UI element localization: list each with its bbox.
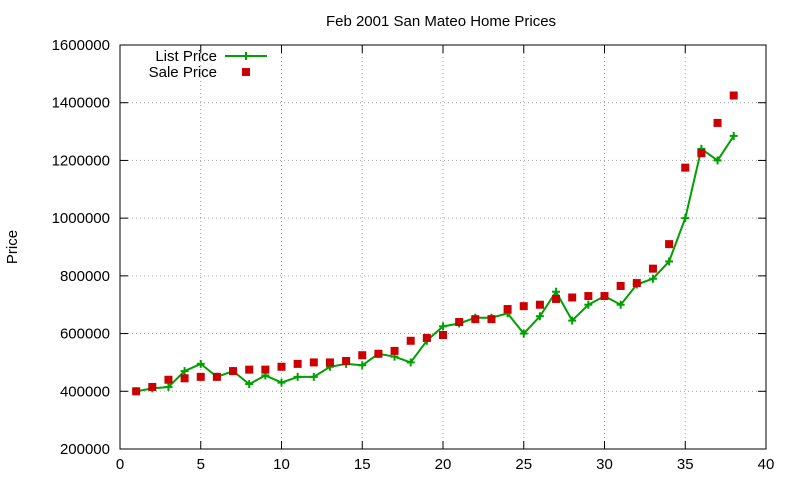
legend: List Price Sale Price <box>149 48 267 81</box>
list-price-point <box>665 257 674 266</box>
sale-price-point <box>245 365 254 374</box>
y-tick-label: 600000 <box>60 326 110 343</box>
sale-price-point <box>261 365 270 374</box>
y-axis-ticks: 200000 400000 600000 800000 1000000 1200000 14… <box>52 37 766 458</box>
x-tick-label: 35 <box>677 456 694 473</box>
sale-price-point <box>148 382 157 391</box>
sale-price-point <box>212 372 221 381</box>
sale-price-point <box>132 387 141 396</box>
y-axis-label: Price <box>4 230 21 264</box>
sale-price-point <box>713 118 722 127</box>
sale-price-point <box>552 294 561 303</box>
legend-label-list-price: List Price <box>155 48 217 65</box>
plot-area <box>132 91 738 396</box>
list-price-point <box>439 322 447 331</box>
sale-price-point <box>277 362 286 371</box>
sale-price-point <box>358 351 367 360</box>
sale-price-point <box>196 372 205 381</box>
sale-price-point <box>519 302 528 311</box>
sale-price-point <box>374 349 383 358</box>
list-price-point <box>164 382 173 391</box>
x-tick-label: 10 <box>273 456 290 473</box>
list-price-point <box>180 367 189 376</box>
sale-price-point <box>600 292 609 301</box>
list-price-point <box>277 378 286 387</box>
sale-price-point <box>455 318 464 327</box>
sale-price-point <box>309 358 318 367</box>
sale-price-point <box>535 300 544 309</box>
x-tick-label: 15 <box>354 456 371 473</box>
sale-price-point <box>648 264 657 273</box>
series-line-list-price <box>136 135 735 393</box>
sale-price-point <box>681 163 690 172</box>
list-price-point <box>519 329 528 338</box>
sale-price-point <box>487 315 496 324</box>
chart-title: Feb 2001 San Mateo Home Prices <box>326 13 556 30</box>
list-price-point <box>584 300 593 309</box>
y-tick-label: 1200000 <box>52 152 110 169</box>
list-price-point <box>406 358 415 367</box>
list-price-point <box>713 156 722 165</box>
x-tick-label: 0 <box>116 456 124 473</box>
list-price-point <box>648 274 657 283</box>
sale-price-point <box>503 305 512 314</box>
y-tick-label: 800000 <box>60 268 110 285</box>
sale-price-point <box>584 292 593 301</box>
y-tick-label: 1000000 <box>52 210 110 227</box>
x-tick-label: 5 <box>197 456 205 473</box>
sale-price-point <box>422 333 431 342</box>
sale-price-point <box>342 356 351 365</box>
legend-sample-list-price-marker <box>242 52 250 60</box>
list-price-point <box>293 372 302 381</box>
sale-price-point <box>229 367 238 376</box>
list-price-point <box>729 131 738 140</box>
sale-price-point <box>390 346 399 355</box>
legend-sample-sale-price-marker <box>242 68 250 76</box>
list-price-point <box>309 372 318 381</box>
sale-price-point <box>632 279 641 288</box>
sale-price-point <box>180 374 189 383</box>
x-tick-label: 20 <box>435 456 452 473</box>
sale-price-point <box>697 149 706 158</box>
y-tick-label: 200000 <box>60 441 110 458</box>
list-price-point <box>568 316 577 325</box>
sale-price-point <box>406 336 415 345</box>
y-tick-label: 1600000 <box>52 37 110 54</box>
sale-price-point <box>164 375 173 384</box>
y-tick-label: 400000 <box>60 383 110 400</box>
list-price-point <box>535 312 544 321</box>
sale-price-point <box>293 359 302 368</box>
list-price-point <box>552 287 561 296</box>
sale-price-point <box>325 358 334 367</box>
y-tick-label: 1400000 <box>52 95 110 112</box>
sale-price-point <box>439 331 447 340</box>
sale-price-point <box>471 315 480 324</box>
sale-price-point <box>616 281 625 290</box>
x-tick-label: 25 <box>515 456 532 473</box>
legend-label-sale-price: Sale Price <box>149 64 217 81</box>
list-price-point <box>196 359 205 368</box>
sale-price-point <box>568 293 577 302</box>
x-axis-ticks: 0 5 10 15 20 25 30 35 40 <box>116 45 775 473</box>
list-price-point <box>245 380 254 389</box>
list-price-point <box>358 361 367 370</box>
list-price-point <box>616 300 625 309</box>
x-tick-label: 30 <box>596 456 613 473</box>
list-price-point <box>681 214 690 223</box>
x-tick-label: 40 <box>758 456 775 473</box>
sale-price-point <box>665 240 674 249</box>
sale-price-point <box>729 91 738 100</box>
